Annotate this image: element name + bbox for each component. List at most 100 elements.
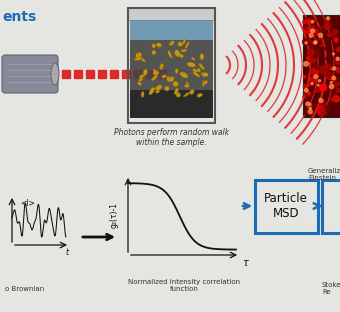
Ellipse shape — [152, 50, 156, 55]
Ellipse shape — [199, 63, 204, 70]
Ellipse shape — [185, 41, 189, 49]
Circle shape — [310, 31, 313, 33]
Circle shape — [310, 104, 315, 108]
Circle shape — [337, 62, 339, 64]
Circle shape — [305, 93, 309, 97]
Circle shape — [314, 41, 316, 44]
Circle shape — [333, 53, 334, 55]
Text: ents: ents — [2, 10, 36, 24]
Circle shape — [310, 68, 315, 73]
Ellipse shape — [152, 44, 156, 48]
Circle shape — [333, 69, 335, 71]
Circle shape — [330, 68, 332, 70]
Ellipse shape — [178, 42, 183, 46]
Bar — [122, 70, 130, 78]
Ellipse shape — [203, 72, 209, 76]
Circle shape — [337, 80, 340, 84]
Circle shape — [333, 83, 337, 88]
Circle shape — [327, 35, 329, 36]
Circle shape — [308, 38, 310, 41]
Bar — [128, 8, 215, 123]
Circle shape — [312, 45, 317, 50]
Circle shape — [307, 22, 310, 26]
Circle shape — [307, 56, 310, 60]
Circle shape — [315, 89, 318, 92]
Circle shape — [330, 82, 332, 83]
Circle shape — [303, 39, 309, 45]
Circle shape — [309, 45, 312, 47]
Ellipse shape — [186, 81, 189, 86]
Circle shape — [305, 27, 307, 29]
Circle shape — [332, 66, 334, 68]
Circle shape — [324, 64, 330, 70]
Circle shape — [336, 88, 340, 92]
Circle shape — [338, 51, 340, 52]
Circle shape — [323, 47, 326, 50]
Bar — [130, 40, 213, 100]
Circle shape — [320, 84, 327, 91]
Text: Normalized intensity correlation
function: Normalized intensity correlation functio… — [128, 279, 240, 292]
Ellipse shape — [182, 40, 186, 45]
Circle shape — [325, 39, 331, 45]
Circle shape — [322, 101, 326, 105]
Circle shape — [308, 110, 312, 114]
Circle shape — [314, 45, 321, 51]
Circle shape — [308, 83, 310, 86]
Ellipse shape — [190, 90, 194, 94]
Circle shape — [334, 38, 338, 42]
Ellipse shape — [181, 49, 187, 52]
Ellipse shape — [165, 86, 169, 91]
Circle shape — [320, 27, 322, 29]
Circle shape — [303, 85, 307, 88]
Circle shape — [317, 76, 319, 77]
Ellipse shape — [184, 92, 189, 97]
Circle shape — [336, 57, 339, 60]
Circle shape — [319, 32, 321, 35]
Circle shape — [319, 105, 326, 111]
Circle shape — [303, 95, 305, 98]
Circle shape — [319, 85, 322, 88]
Circle shape — [315, 38, 317, 40]
Bar — [134, 70, 142, 78]
Ellipse shape — [174, 88, 179, 95]
Ellipse shape — [168, 51, 172, 58]
Circle shape — [303, 76, 306, 78]
Circle shape — [336, 88, 340, 94]
Circle shape — [332, 76, 336, 80]
Ellipse shape — [175, 50, 180, 57]
Ellipse shape — [201, 72, 206, 77]
Bar — [130, 20, 213, 40]
Circle shape — [314, 41, 317, 44]
Circle shape — [318, 80, 321, 82]
Circle shape — [315, 20, 317, 22]
Ellipse shape — [173, 81, 178, 87]
Circle shape — [306, 18, 309, 22]
Circle shape — [321, 102, 326, 108]
Ellipse shape — [159, 64, 164, 70]
Circle shape — [309, 56, 316, 63]
Circle shape — [304, 63, 306, 66]
Circle shape — [336, 59, 340, 64]
Circle shape — [336, 67, 340, 73]
Circle shape — [318, 112, 321, 115]
Circle shape — [310, 82, 312, 85]
Text: Generaliz
Einstein: Generaliz Einstein — [308, 168, 340, 181]
Text: τ: τ — [242, 258, 248, 268]
Circle shape — [335, 79, 337, 81]
Circle shape — [334, 58, 335, 59]
Circle shape — [310, 50, 317, 57]
Circle shape — [322, 71, 325, 73]
Circle shape — [314, 69, 319, 73]
Circle shape — [324, 20, 329, 24]
Ellipse shape — [193, 72, 200, 77]
Circle shape — [333, 30, 338, 35]
Circle shape — [309, 54, 310, 55]
Ellipse shape — [139, 77, 143, 81]
Bar — [158, 70, 166, 78]
Circle shape — [319, 33, 322, 37]
Ellipse shape — [140, 57, 146, 62]
Ellipse shape — [197, 93, 203, 97]
Circle shape — [311, 41, 314, 44]
Ellipse shape — [143, 69, 148, 76]
Ellipse shape — [169, 41, 174, 46]
